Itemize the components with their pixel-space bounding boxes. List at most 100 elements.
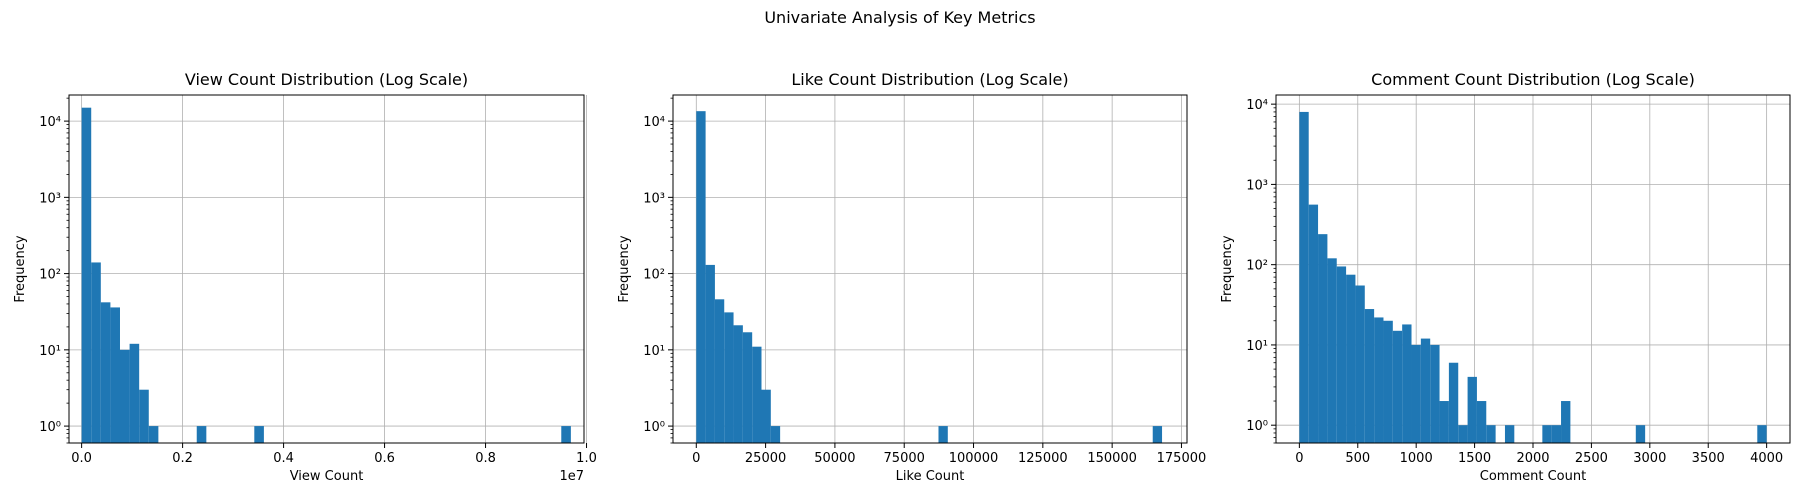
views-x-tick-label: 0.0 — [71, 451, 92, 466]
views-histogram-bar — [139, 389, 149, 443]
views-histogram-bar — [561, 426, 571, 443]
views-x-tick-label: 0.6 — [374, 451, 395, 466]
views-histogram-bar — [81, 107, 92, 444]
likes-x-tick-label: 75000 — [884, 451, 925, 466]
comments-histogram-bar — [1458, 425, 1468, 443]
views-x-axis-offset-label: 1e7 — [559, 469, 584, 484]
comments-x-tick-label: 0 — [1295, 451, 1303, 466]
views-y-tick-label: 10³ — [39, 191, 61, 206]
comments-y-tick-label: 10⁰ — [1246, 419, 1268, 434]
views-histogram-bar — [100, 302, 111, 443]
views-histogram-bar — [148, 426, 159, 443]
likes-x-tick-label: 100000 — [949, 451, 999, 466]
views-histogram-bar — [196, 426, 207, 443]
likes-histogram-bar — [705, 264, 715, 443]
comments-histogram-bar — [1383, 320, 1393, 443]
comments-histogram-bar — [1308, 204, 1319, 443]
likes-histogram-bar — [752, 346, 762, 443]
views-y-tick-label: 10¹ — [39, 344, 61, 359]
likes-histogram-bar — [742, 332, 753, 443]
views-y-tick-label: 10⁴ — [39, 115, 61, 130]
likes-histogram-bar — [724, 312, 734, 443]
comments-histogram-bar — [1336, 266, 1347, 443]
comments-x-tick-label: 1000 — [1400, 451, 1433, 466]
comments-histogram-bar — [1476, 401, 1487, 443]
comments-histogram-bar — [1504, 425, 1515, 443]
likes-histogram-bar — [733, 325, 743, 443]
views-x-tick-label: 1.0 — [576, 451, 597, 466]
comments-x-tick-label: 3500 — [1692, 451, 1725, 466]
likes-x-tick-label: 50000 — [814, 451, 855, 466]
comments-histogram-bar — [1327, 258, 1337, 443]
histogram-panel-comments: 0 500 1000 1500 2000 2500 3000 3500 4000 10⁰ 10¹ 10… — [1220, 70, 1791, 484]
comments-histogram-bar — [1757, 425, 1767, 443]
comments-histogram-bar — [1430, 344, 1440, 443]
likes-x-tick-label: 0 — [692, 451, 700, 466]
comments-histogram-bar — [1420, 338, 1431, 443]
views-histogram-bar — [254, 426, 264, 443]
likes-x-tick-label: 25000 — [745, 451, 786, 466]
likes-chart-title: Like Count Distribution (Log Scale) — [791, 70, 1068, 89]
likes-x-tick-label: 175000 — [1157, 451, 1207, 466]
comments-histogram-bar — [1299, 111, 1309, 443]
comments-histogram-bar — [1448, 362, 1459, 443]
comments-histogram-bar — [1486, 425, 1496, 443]
comments-histogram-bar — [1374, 317, 1384, 443]
comments-histogram-bar — [1402, 324, 1412, 443]
likes-histogram-bar — [1152, 426, 1163, 443]
views-y-tick-label: 10² — [39, 268, 61, 283]
likes-x-tick-label: 125000 — [1018, 451, 1068, 466]
comments-histogram-bar — [1467, 376, 1477, 443]
likes-histogram-bar — [770, 426, 781, 443]
comments-x-tick-label: 2500 — [1575, 451, 1608, 466]
likes-y-tick-label: 10¹ — [643, 344, 665, 359]
likes-histogram-bar — [714, 299, 725, 443]
comments-histogram-bar — [1411, 344, 1421, 443]
comments-x-tick-label: 2000 — [1516, 451, 1549, 466]
likes-histogram-bar — [938, 426, 948, 443]
comments-histogram-bar — [1551, 425, 1562, 443]
comments-x-tick-label: 1500 — [1458, 451, 1491, 466]
comments-histogram-bar — [1561, 401, 1571, 443]
views-x-axis-label: View Count — [290, 469, 364, 484]
views-chart-title: View Count Distribution (Log Scale) — [185, 70, 468, 89]
comments-x-tick-label: 3000 — [1633, 451, 1666, 466]
comments-chart-title: Comment Count Distribution (Log Scale) — [1371, 70, 1695, 89]
comments-y-tick-label: 10² — [1246, 259, 1268, 274]
figure-suptitle: Univariate Analysis of Key Metrics — [764, 8, 1036, 27]
comments-histogram-bar — [1392, 330, 1403, 443]
comments-x-axis-label: Comment Count — [1480, 469, 1586, 484]
likes-histogram-bar — [696, 111, 706, 443]
comments-histogram-bar — [1635, 425, 1646, 443]
comments-histogram-bar — [1364, 309, 1375, 443]
comments-histogram-bar — [1346, 274, 1356, 443]
likes-x-tick-label: 150000 — [1087, 451, 1137, 466]
views-histogram-bar — [129, 343, 140, 443]
comments-x-tick-label: 500 — [1345, 451, 1370, 466]
views-histogram-bar — [110, 307, 120, 443]
views-y-tick-label: 10⁰ — [39, 420, 61, 435]
comments-histogram-bar — [1439, 401, 1449, 443]
views-x-tick-label: 0.8 — [475, 451, 496, 466]
comments-y-tick-label: 10¹ — [1246, 339, 1268, 354]
views-histogram-bar — [119, 349, 130, 443]
likes-y-tick-label: 10³ — [643, 191, 665, 206]
comments-y-tick-label: 10⁴ — [1246, 98, 1268, 113]
likes-histogram-bar — [761, 389, 771, 443]
likes-y-tick-label: 10⁰ — [643, 420, 665, 435]
comments-y-axis-label: Frequency — [1220, 235, 1235, 302]
views-histogram-bar — [91, 262, 101, 443]
histogram-panel-views: 0.0 0.2 0.4 0.6 0.8 1.0 10⁰ 10¹ 10² 10³ 10⁴ View Co… — [13, 70, 597, 484]
comments-histogram-bar — [1542, 425, 1552, 443]
views-x-tick-label: 0.4 — [273, 451, 294, 466]
views-x-tick-label: 0.2 — [172, 451, 193, 466]
comments-histogram-bar — [1318, 234, 1328, 443]
likes-x-axis-label: Like Count — [896, 469, 965, 484]
comments-x-tick-label: 4000 — [1750, 451, 1783, 466]
views-y-axis-label: Frequency — [13, 235, 28, 302]
histogram-panel-likes: 0 25000 50000 75000 100000 125000 150000 175000… — [617, 70, 1206, 484]
likes-axes-frame — [672, 94, 1188, 444]
likes-y-tick-label: 10² — [643, 268, 665, 283]
comments-y-tick-label: 10³ — [1246, 178, 1268, 193]
